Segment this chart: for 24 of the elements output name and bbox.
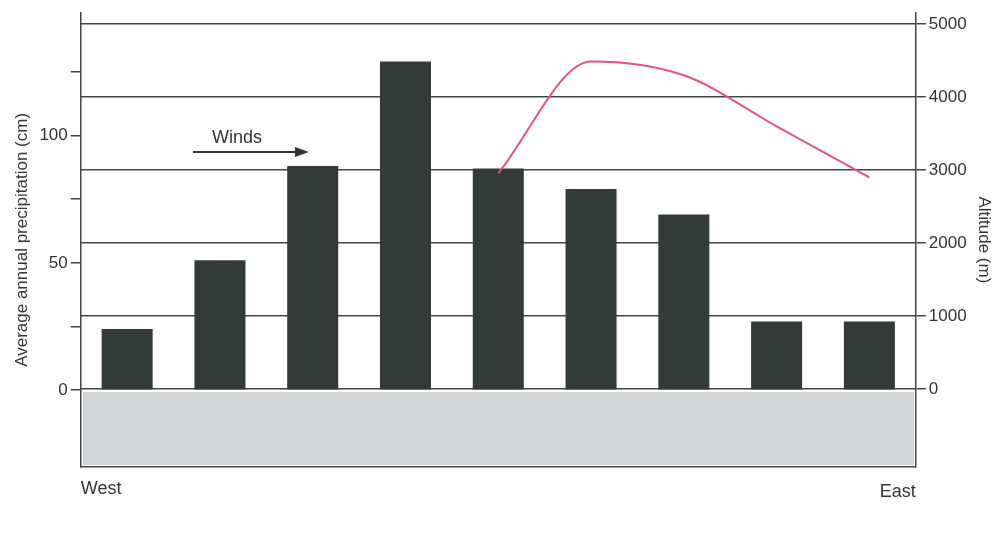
y-axis-title: Average annual precipitation (cm) xyxy=(11,112,31,367)
y2-tick-label: 3000 xyxy=(928,159,967,179)
bar xyxy=(101,329,153,390)
bar xyxy=(658,214,710,390)
annotation: Winds xyxy=(212,127,263,147)
y-tick-label: 0 xyxy=(58,379,68,399)
y-tick-label: 50 xyxy=(48,252,68,272)
bar xyxy=(565,188,617,390)
y2-tick-label: 2000 xyxy=(928,232,967,252)
bar xyxy=(287,166,339,390)
y2-tick-label: 4000 xyxy=(928,86,967,106)
bar xyxy=(379,61,432,390)
y2-tick-label: 0 xyxy=(928,378,939,398)
y2-tick-label: 5000 xyxy=(928,13,967,33)
y-tick-label: 100 xyxy=(39,125,68,145)
bar xyxy=(194,260,246,390)
text: West xyxy=(80,477,122,498)
y2-axis-title: Altitude (m) xyxy=(975,196,995,284)
y2-tick-label: 1000 xyxy=(928,305,967,325)
bar xyxy=(843,321,895,390)
bar xyxy=(472,168,524,390)
text: East xyxy=(879,480,916,501)
bar xyxy=(751,321,803,390)
line-series xyxy=(497,60,871,179)
